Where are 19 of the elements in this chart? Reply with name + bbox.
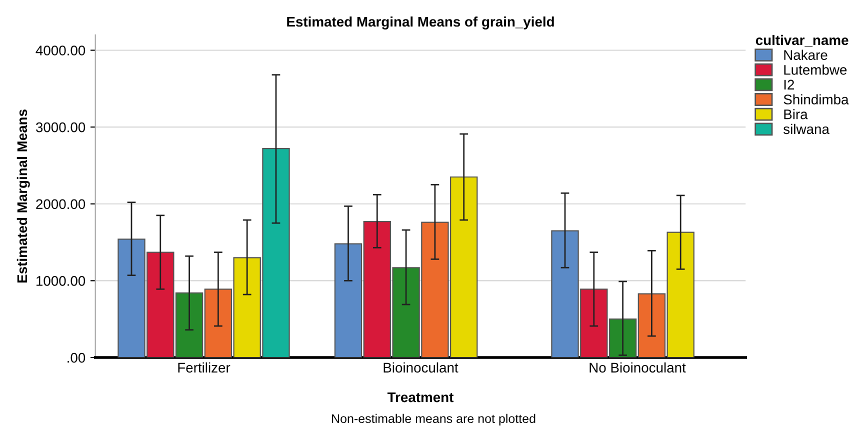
x-tick-label: Fertilizer <box>178 362 230 373</box>
legend-label: I2 <box>784 80 794 90</box>
y-tick-label: 2000.00 <box>36 199 86 210</box>
chart-title: Estimated Marginal Means of grain_yield <box>287 16 554 30</box>
legend-title: cultivar_name <box>756 34 848 47</box>
y-tick-label: 3000.00 <box>36 122 86 132</box>
x-tick-label: Bioinoculant <box>384 362 458 373</box>
y-tick-label: 1000.00 <box>36 276 86 286</box>
y-axis-title: Estimated Marginal Means <box>16 110 30 282</box>
legend-label: Shindimba <box>784 94 849 104</box>
legend-label: Nakare <box>784 50 828 60</box>
x-tick-label: No Bioinoculant <box>590 362 686 373</box>
legend-label: silwana <box>784 124 830 134</box>
text: Non-estimable means are not plotted <box>332 414 536 426</box>
y-tick-label: .00 <box>68 352 86 363</box>
legend-label: Bira <box>784 109 808 120</box>
x-axis-title: Treatment <box>387 392 454 402</box>
y-tick-label: 4000.00 <box>36 46 86 56</box>
legend-label: Lutembwe <box>784 64 847 75</box>
